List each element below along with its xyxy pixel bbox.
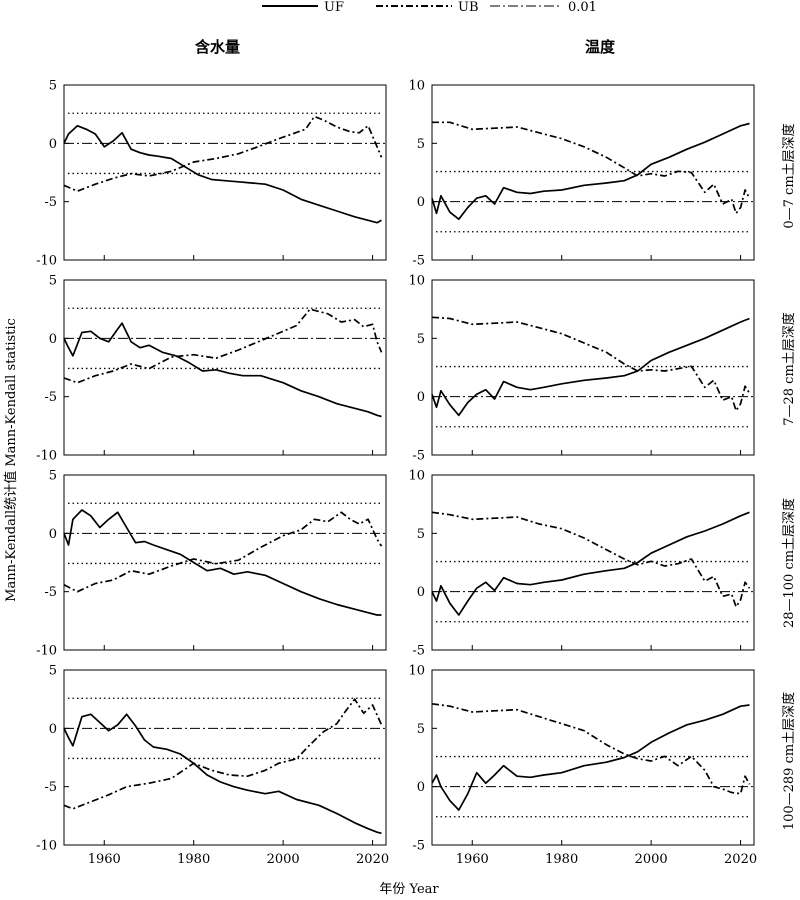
x-tick-label: 2000 — [635, 852, 668, 867]
y-tick-label: -10 — [36, 449, 57, 464]
y-tick-label: -5 — [412, 839, 425, 854]
right-column-title: 温度 — [585, 38, 616, 56]
y-tick-label: 0 — [417, 780, 425, 795]
series-uf-line — [63, 124, 382, 224]
series-uf-line — [431, 122, 750, 221]
series-uf-line — [63, 509, 382, 616]
legend-ub-label: UB — [458, 0, 479, 15]
panel-temperature-7-28cm: 10 5 0 -5 — [408, 274, 755, 464]
row-label-100-289cm: 100—289 cm土层深度 — [781, 692, 797, 830]
plot-frame — [63, 279, 387, 456]
panel-temperature-100-289cm: 10 5 0 -5 1960 1980 2000 2020 — [408, 664, 757, 868]
x-tick-label: 1980 — [545, 852, 578, 867]
row-label-28-100cm: 28—100 cm土层深度 — [781, 498, 797, 628]
y-tick-label: 10 — [408, 79, 425, 94]
y-tick-label: 0 — [417, 390, 425, 405]
y-tick-label: 5 — [49, 274, 57, 289]
series-ub-line — [432, 121, 751, 215]
series-uf-line — [431, 317, 750, 417]
plot-frame — [431, 669, 755, 846]
y-tick-label: 5 — [417, 527, 425, 542]
series-ub-line — [63, 308, 383, 384]
panel-soil-moisture-100-289cm: 5 0 -5 -10 1960 1980 2000 2020 — [36, 664, 389, 868]
y-tick-label: 0 — [49, 527, 57, 542]
y-tick-label: 5 — [417, 722, 425, 737]
series-ub-line — [63, 698, 383, 810]
y-tick-label: 10 — [408, 664, 425, 679]
y-tick-label: 5 — [417, 137, 425, 152]
y-tick-label: 5 — [417, 332, 425, 347]
y-tick-label: -5 — [412, 254, 425, 269]
y-tick-label: 0 — [49, 137, 57, 152]
row-label-7-28cm: 7—28 cm土层深度 — [781, 312, 797, 426]
plot-frame — [63, 669, 387, 846]
y-tick-label: -5 — [44, 780, 57, 795]
y-tick-label: 0 — [49, 722, 57, 737]
y-tick-label: -5 — [44, 585, 57, 600]
series-uf-line — [63, 713, 382, 835]
plot-frame — [63, 474, 387, 651]
y-tick-label: 0 — [417, 195, 425, 210]
y-tick-label: -5 — [44, 390, 57, 405]
legend: UF UB 0.01 — [262, 0, 597, 15]
series-ub-line — [431, 702, 751, 795]
series-uf-line — [431, 704, 750, 811]
y-tick-label: 0 — [417, 585, 425, 600]
legend-uf-label: UF — [324, 0, 344, 15]
plot-frame — [431, 474, 755, 651]
y-axis-label: Mann-Kendall统计值 Mann-Kendall statistic — [3, 318, 19, 602]
plot-frame — [431, 279, 755, 456]
x-tick-label: 1980 — [177, 852, 210, 867]
series-ub-line — [431, 511, 751, 608]
x-tick-label: 2020 — [724, 852, 757, 867]
y-tick-label: 5 — [49, 79, 57, 94]
y-tick-label: 0 — [49, 332, 57, 347]
panel-soil-moisture-7-28cm: 5 0 -5 -10 — [36, 274, 387, 464]
legend-sig-label: 0.01 — [568, 0, 597, 15]
series-uf-line — [431, 511, 750, 616]
panel-temperature-0-7cm: 10 5 0 -5 — [408, 79, 755, 269]
y-tick-label: 5 — [49, 664, 57, 679]
left-column-title: 含水量 — [195, 38, 240, 56]
series-uf-line — [63, 322, 382, 418]
plot-frame — [63, 84, 387, 261]
plot-frame — [431, 84, 755, 261]
series-ub-line — [63, 511, 383, 593]
y-tick-label: -5 — [412, 449, 425, 464]
x-tick-label: 2020 — [356, 852, 389, 867]
panel-soil-moisture-0-7cm: 5 0 -5 -10 — [36, 79, 387, 269]
x-axis-label: 年份 Year — [379, 882, 439, 897]
y-tick-label: 10 — [408, 274, 425, 289]
y-tick-label: -5 — [44, 195, 57, 210]
y-tick-label: -10 — [36, 839, 57, 854]
y-tick-label: 10 — [408, 469, 425, 484]
y-tick-label: 5 — [49, 469, 57, 484]
series-ub-line — [63, 115, 383, 193]
y-tick-label: -5 — [412, 644, 425, 659]
row-label-0-7cm: 0—7 cm土层深度 — [781, 123, 797, 228]
panel-soil-moisture-28-100cm: 5 0 -5 -10 — [36, 469, 387, 659]
series-ub-line — [431, 316, 751, 412]
x-tick-label: 2000 — [267, 852, 300, 867]
panel-temperature-28-100cm: 10 5 0 -5 — [408, 469, 755, 659]
y-tick-label: -10 — [36, 644, 57, 659]
y-tick-label: -10 — [36, 254, 57, 269]
x-tick-label: 1960 — [88, 852, 121, 867]
panels: 50-5-101050-550-5-101050-550-5-101050-55… — [36, 79, 757, 868]
x-tick-label: 1960 — [456, 852, 489, 867]
